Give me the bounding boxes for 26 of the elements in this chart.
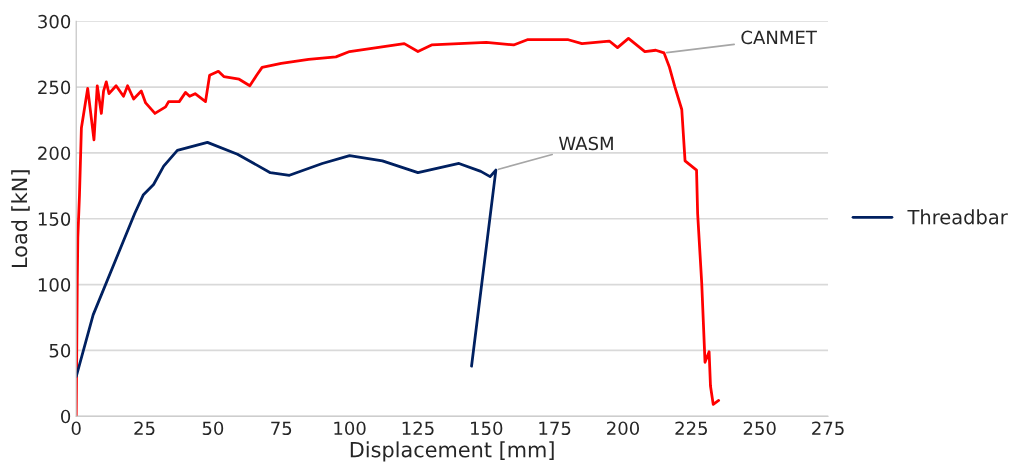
x-tick-label: 0 <box>71 421 81 436</box>
y-tick-label: 0 <box>61 409 71 424</box>
x-tick-label: 225 <box>675 421 707 436</box>
annotation: WASM <box>558 136 613 151</box>
line-series <box>76 141 498 379</box>
x-tick-label: 200 <box>607 421 640 436</box>
y-tick-label: 250 <box>38 80 71 95</box>
x-tick-label: 250 <box>743 421 776 436</box>
x-tick-label: 50 <box>202 421 224 436</box>
y-tick-label: 150 <box>38 212 71 226</box>
x-tick-label: 150 <box>471 421 503 436</box>
legend-label: Threadbar <box>907 209 1008 225</box>
line-series <box>76 37 721 417</box>
y-tick-label: 100 <box>38 278 71 292</box>
x-tick-label: 125 <box>402 421 434 436</box>
y-tick-label: 300 <box>38 14 71 29</box>
y-tick-label: 50 <box>49 343 71 358</box>
y-axis-title: Load [kN] <box>11 170 30 267</box>
x-tick-label: 75 <box>271 421 292 436</box>
x-tick-label: 175 <box>539 421 571 436</box>
x-axis-title: Displacement [mm] <box>350 441 554 462</box>
y-tick-label: 200 <box>38 146 71 161</box>
x-tick-label: 25 <box>134 421 155 436</box>
x-tick-label: 275 <box>812 421 844 436</box>
annotation: CANMET <box>741 30 817 45</box>
x-tick-label: 100 <box>334 421 366 436</box>
